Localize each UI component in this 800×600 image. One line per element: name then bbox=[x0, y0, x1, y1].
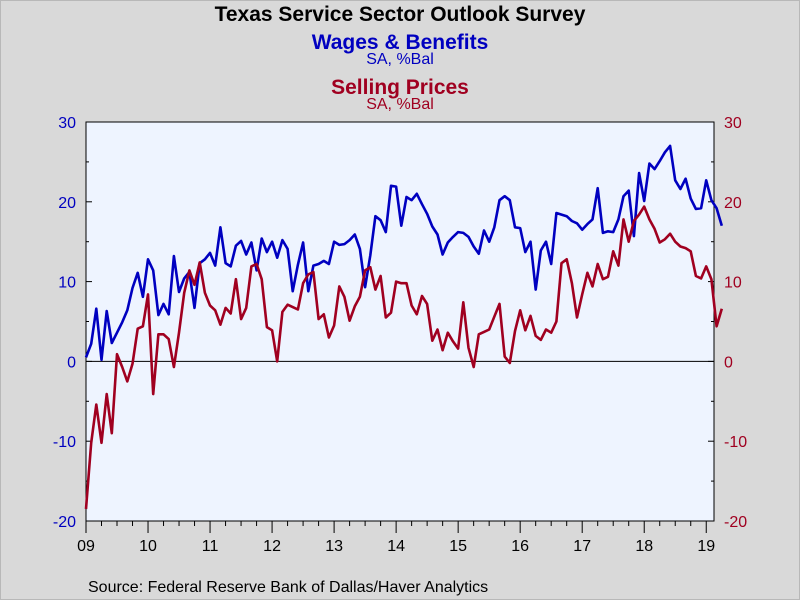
series-subtitle-wages: SA, %Bal bbox=[366, 51, 434, 68]
y-tick-label-right: 0 bbox=[724, 354, 733, 371]
series-name-prices: Selling Prices bbox=[331, 76, 469, 99]
x-tick-label: 17 bbox=[573, 538, 591, 555]
y-tick-label-right: 30 bbox=[724, 115, 742, 132]
y-tick-label-right: 10 bbox=[724, 275, 742, 292]
x-tick-label: 18 bbox=[635, 538, 653, 555]
x-tick-label: 19 bbox=[697, 538, 715, 555]
y-tick-label-left: 10 bbox=[58, 275, 76, 292]
y-tick-label-left: -10 bbox=[53, 434, 76, 451]
y-tick-label-left: 0 bbox=[67, 354, 76, 371]
y-tick-label-left: -20 bbox=[53, 514, 76, 531]
x-tick-label: 10 bbox=[139, 538, 157, 555]
x-tick-label: 12 bbox=[263, 538, 281, 555]
plot-area bbox=[85, 121, 715, 522]
x-tick-label: 14 bbox=[387, 538, 405, 555]
chart-title: Texas Service Sector Outlook Survey bbox=[214, 3, 586, 26]
y-tick-label-right: 20 bbox=[724, 195, 742, 212]
series-line-prices bbox=[84, 205, 724, 510]
y-tick-label-right: -10 bbox=[724, 434, 747, 451]
x-tick-label: 09 bbox=[77, 538, 95, 555]
x-tick-label: 11 bbox=[202, 538, 219, 555]
y-tick-label-right: -20 bbox=[724, 514, 747, 531]
x-tick-label: 15 bbox=[449, 538, 467, 555]
series-line-wages bbox=[84, 144, 724, 362]
source-note: Source: Federal Reserve Bank of Dallas/H… bbox=[88, 579, 489, 596]
series-name-wages: Wages & Benefits bbox=[311, 31, 489, 54]
y-tick-label-left: 30 bbox=[58, 115, 76, 132]
series-subtitle-prices: SA, %Bal bbox=[366, 96, 434, 113]
y-tick-label-left: 20 bbox=[58, 195, 76, 212]
x-tick-label: 13 bbox=[325, 538, 343, 555]
x-tick-label: 16 bbox=[511, 538, 529, 555]
